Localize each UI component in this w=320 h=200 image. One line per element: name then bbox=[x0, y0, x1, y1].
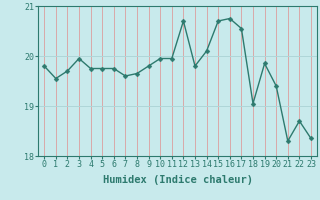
X-axis label: Humidex (Indice chaleur): Humidex (Indice chaleur) bbox=[103, 175, 252, 185]
